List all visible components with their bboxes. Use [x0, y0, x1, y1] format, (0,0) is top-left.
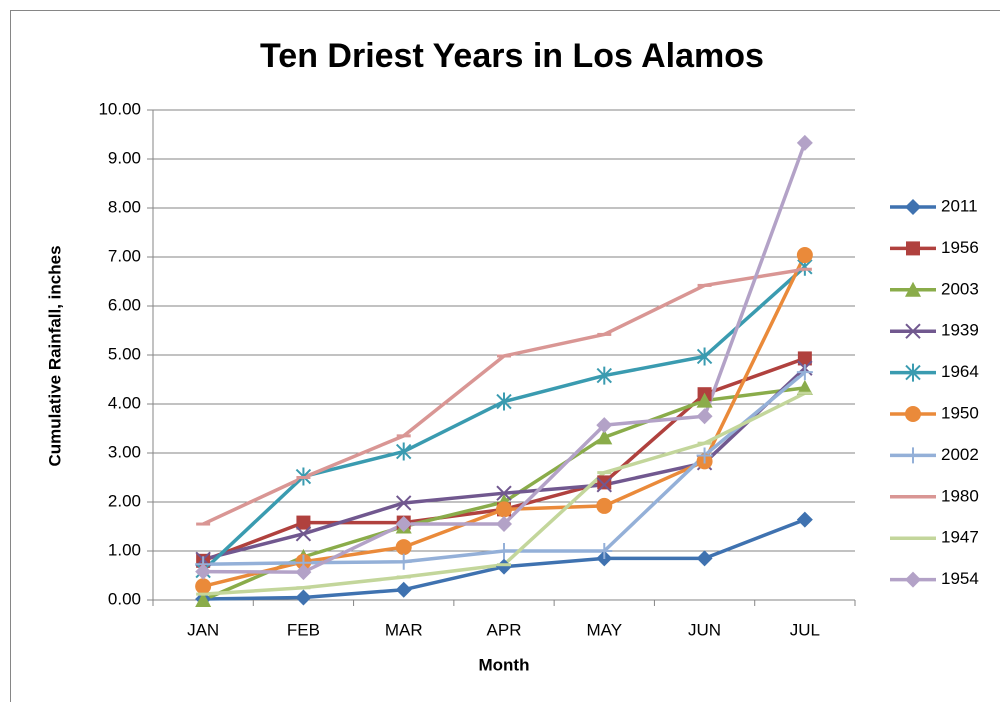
legend-marker [905, 363, 921, 382]
y-tick-label: 10.00 [98, 99, 141, 118]
data-point [596, 543, 613, 559]
legend-marker [905, 447, 921, 464]
data-point [597, 475, 612, 490]
y-tick-label: 1.00 [108, 540, 141, 559]
data-point [496, 392, 512, 411]
data-point [696, 392, 713, 408]
legend-label: 1939 [941, 321, 979, 340]
data-point [396, 442, 412, 461]
data-point [596, 429, 613, 445]
data-point [596, 497, 613, 514]
data-point [496, 516, 512, 533]
y-tick-label: 9.00 [108, 148, 141, 167]
legend-label: 1980 [941, 486, 979, 505]
y-tick-label: 4.00 [108, 393, 141, 412]
data-point [496, 501, 512, 518]
legend-label: 1947 [941, 528, 979, 547]
legend-marker [905, 199, 921, 215]
legend-label: 2011 [941, 196, 978, 215]
x-axis-title: Month [479, 655, 530, 674]
x-tick-label: FEB [287, 620, 320, 639]
legend-label: 1956 [941, 238, 979, 257]
y-tick-label: 8.00 [108, 197, 141, 216]
data-point [496, 543, 512, 559]
data-point [696, 347, 713, 366]
y-tick-label: 0.00 [108, 589, 141, 608]
data-point [396, 495, 412, 511]
data-point [496, 558, 512, 575]
y-tick-label: 3.00 [108, 442, 141, 461]
data-point [295, 564, 312, 581]
data-point [496, 485, 512, 501]
data-point [395, 553, 412, 570]
y-tick-label: 6.00 [108, 295, 141, 314]
chart-title: Ten Driest Years in Los Alamos [260, 37, 764, 75]
data-point [395, 516, 412, 533]
legend-marker [905, 323, 921, 339]
legend-label: 1964 [941, 362, 979, 381]
data-point [295, 589, 312, 606]
data-point [696, 408, 713, 425]
data-point [796, 379, 813, 395]
y-tick-label: 7.00 [108, 246, 141, 265]
data-point [796, 134, 813, 151]
legend-label: 2003 [941, 279, 979, 298]
data-point [796, 364, 813, 381]
data-point [596, 477, 612, 493]
data-point [796, 511, 813, 528]
y-tick-label: 5.00 [108, 344, 141, 363]
x-tick-label: JUN [688, 620, 721, 639]
data-point [295, 526, 312, 542]
x-tick-label: JAN [187, 620, 219, 639]
data-point [195, 578, 212, 595]
data-point [596, 366, 612, 385]
data-point [696, 550, 713, 567]
data-point [796, 247, 813, 264]
x-tick-label: JUL [790, 620, 820, 639]
x-tick-label: MAY [586, 620, 622, 639]
data-point [395, 539, 412, 556]
y-tick-label: 2.00 [108, 491, 141, 510]
data-point [395, 581, 412, 598]
data-point [296, 515, 311, 530]
y-axis-title: Cumulative Rainfall, inches [45, 245, 64, 466]
data-point [195, 563, 212, 580]
data-point [797, 351, 812, 366]
legend-label: 1954 [941, 569, 979, 588]
legend-label: 1950 [941, 403, 979, 422]
x-tick-label: APR [487, 620, 522, 639]
legend-label: 2002 [941, 445, 979, 464]
data-point [596, 417, 613, 434]
legend-marker [905, 571, 921, 588]
legend-marker [906, 241, 920, 256]
data-point [696, 447, 713, 464]
data-point [195, 592, 212, 607]
legend-marker [905, 406, 921, 422]
legend-marker [905, 281, 921, 297]
x-tick-label: MAR [385, 620, 423, 639]
